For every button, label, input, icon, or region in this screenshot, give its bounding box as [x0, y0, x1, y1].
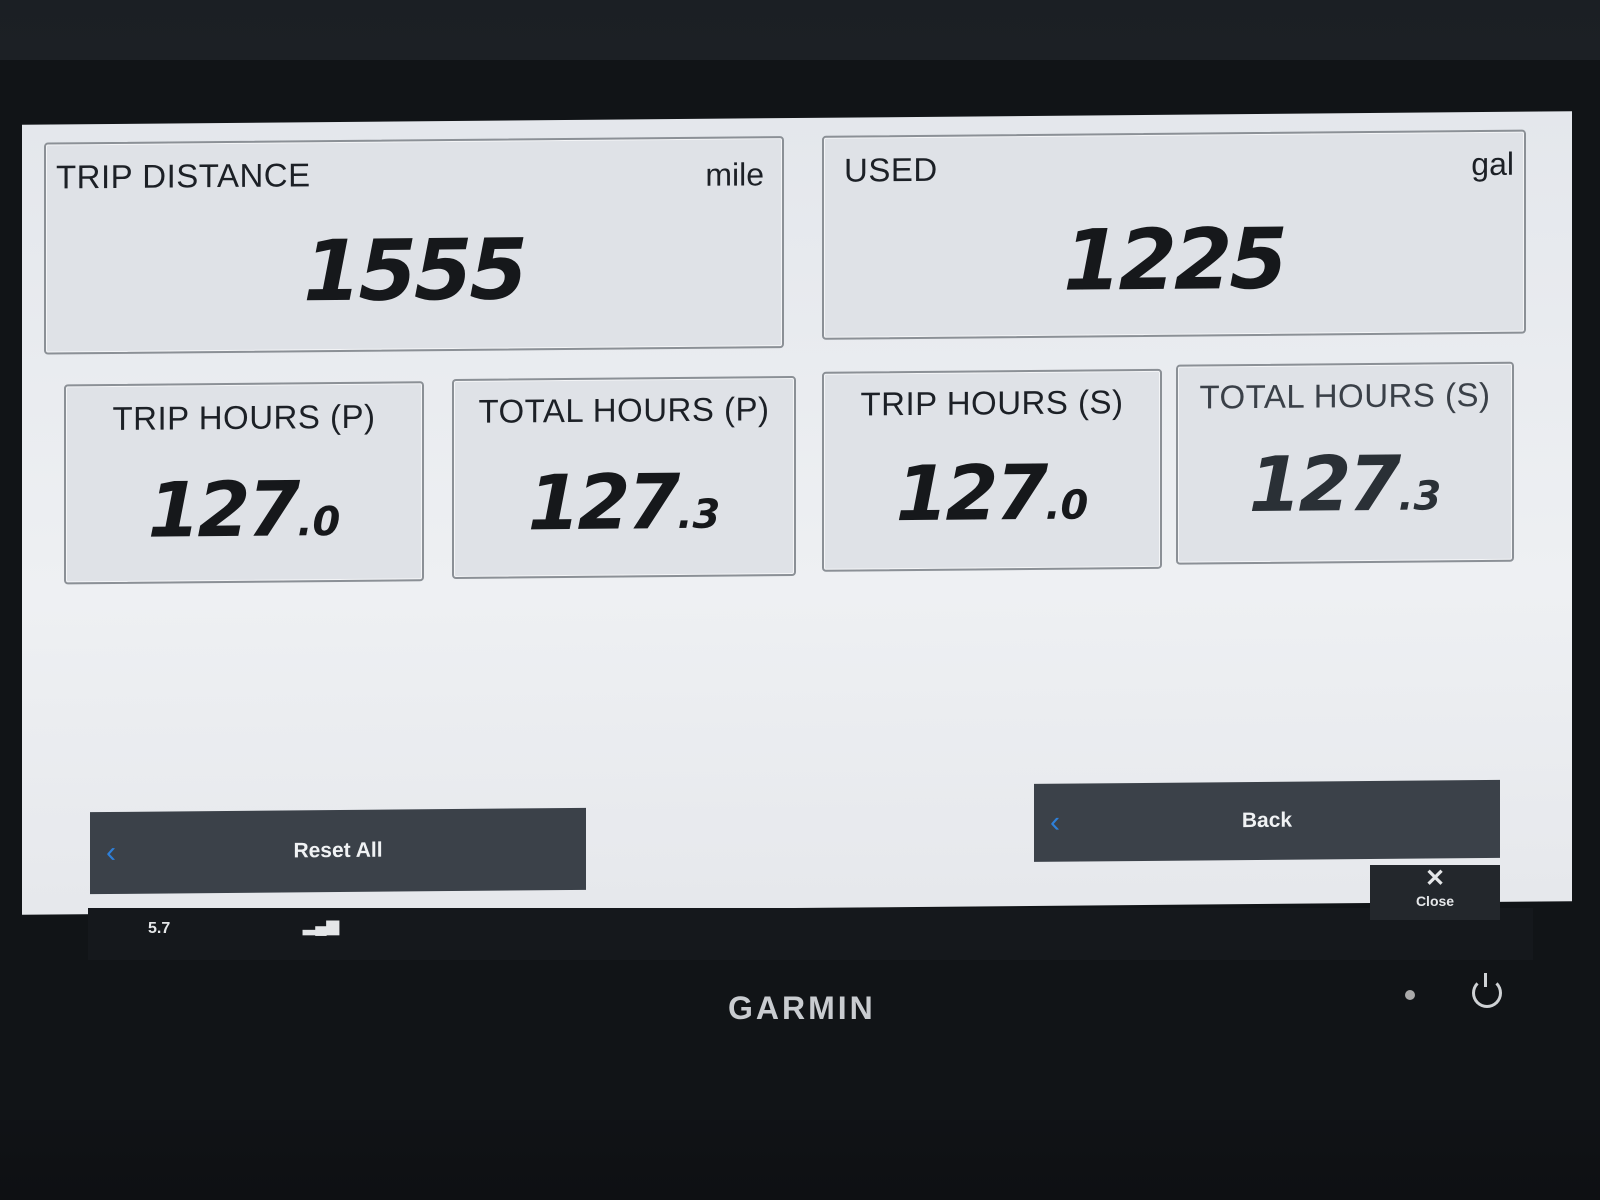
garmin-logo: GARMIN [728, 990, 876, 1026]
value-decimal: .3 [1398, 473, 1442, 520]
tile-label: USED [844, 150, 938, 189]
chevron-left-icon: ‹ [1050, 805, 1060, 839]
tile-label: TRIP HOURS (S) [860, 383, 1124, 423]
tile-trip-hours-s[interactable]: TRIP HOURS (S) 127.0 [822, 368, 1162, 572]
tile-label: TRIP DISTANCE [56, 156, 311, 196]
status-bar: 5.7 ▂▄▆ [88, 908, 1533, 960]
value-integer: 127 [1248, 438, 1399, 530]
chevron-left-icon: ‹ [106, 835, 116, 870]
tile-unit: mile [705, 156, 764, 193]
reset-all-button[interactable]: ‹ Reset All [90, 807, 586, 895]
close-button[interactable]: ✕ Close [1370, 865, 1500, 920]
tile-used[interactable]: USED gal 1225 [822, 129, 1526, 340]
value-integer: 127 [895, 447, 1046, 539]
tile-trip-distance[interactable]: TRIP DISTANCE mile 1555 [44, 136, 784, 355]
status-reading[interactable]: 5.7 [148, 920, 171, 937]
tile-unit: gal [1471, 145, 1514, 183]
tile-label: TOTAL HOURS (S) [1199, 375, 1491, 416]
value-integer: 127 [527, 457, 678, 548]
button-label: Back [1241, 808, 1293, 833]
tile-value: 1225 [1063, 209, 1285, 310]
value-decimal: .0 [297, 498, 341, 546]
tile-value: 1555 [303, 220, 525, 321]
tile-value: 127.0 [66, 463, 422, 555]
tile-value: 127.3 [454, 456, 794, 548]
back-button[interactable]: ‹ Back [1034, 779, 1500, 862]
tile-trip-hours-p[interactable]: TRIP HOURS (P) 127.0 [64, 381, 424, 585]
tile-value: 127.0 [824, 447, 1160, 539]
signal-icon[interactable]: ▂▄▆ [303, 918, 339, 935]
status-led [1405, 990, 1415, 1000]
value-decimal: .0 [1045, 482, 1089, 529]
tile-label: TOTAL HOURS (P) [478, 390, 770, 430]
close-label: Close [1415, 893, 1455, 909]
value-decimal: .3 [677, 491, 721, 539]
screen: TRIP DISTANCE mile 1555 USED gal 1225 TR… [22, 111, 1572, 915]
tile-total-hours-s[interactable]: TOTAL HOURS (S) 127.3 [1176, 361, 1514, 565]
close-icon: ✕ [1424, 865, 1446, 892]
tile-label: TRIP HOURS (P) [112, 397, 376, 437]
button-label: Reset All [293, 838, 383, 863]
value-integer: 127 [147, 464, 298, 555]
tile-total-hours-p[interactable]: TOTAL HOURS (P) 127.3 [452, 376, 796, 580]
power-icon[interactable] [1472, 973, 1502, 1008]
tile-value: 127.3 [1178, 438, 1512, 530]
